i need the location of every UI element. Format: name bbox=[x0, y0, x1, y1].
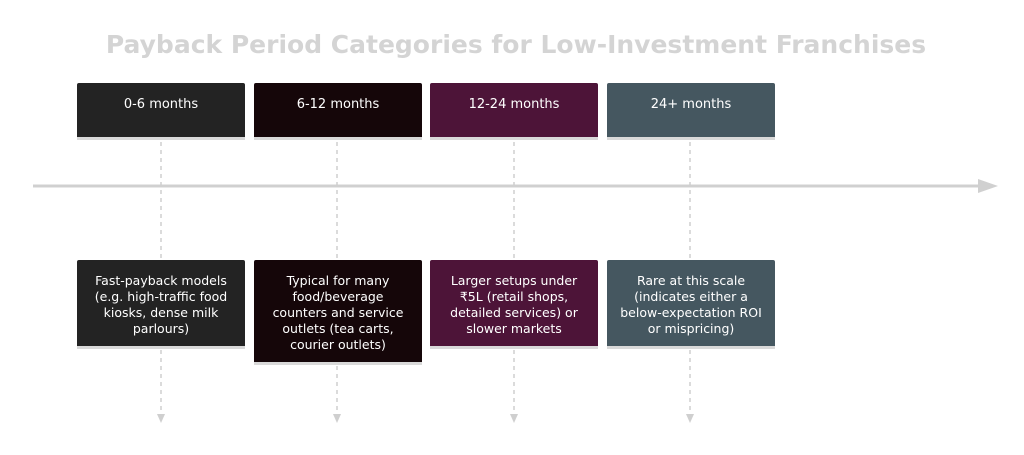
period-label: 24+ months bbox=[650, 97, 732, 112]
period-label: 6-12 months bbox=[296, 97, 380, 112]
period-box-12-24-months: 12-24 months bbox=[430, 83, 598, 140]
description-box-24-plus-months: Rare at this scale (indicates either a b… bbox=[607, 260, 775, 349]
description-box-0-6-months: Fast-payback models (e.g. high-traffic f… bbox=[77, 260, 245, 349]
period-label: 12-24 months bbox=[468, 97, 560, 112]
period-box-0-6-months: 0-6 months bbox=[77, 83, 245, 140]
period-box-24-plus-months: 24+ months bbox=[607, 83, 775, 140]
description-box-6-12-months: Typical for many food/beverage counters … bbox=[254, 260, 422, 365]
description-box-12-24-months: Larger setups under ₹5L (retail shops, d… bbox=[430, 260, 598, 349]
period-label: 0-6 months bbox=[123, 97, 199, 112]
timeline-arrowhead bbox=[978, 179, 998, 193]
period-box-6-12-months: 6-12 months bbox=[254, 83, 422, 140]
diagram-title: Payback Period Categories for Low-Invest… bbox=[105, 30, 927, 59]
